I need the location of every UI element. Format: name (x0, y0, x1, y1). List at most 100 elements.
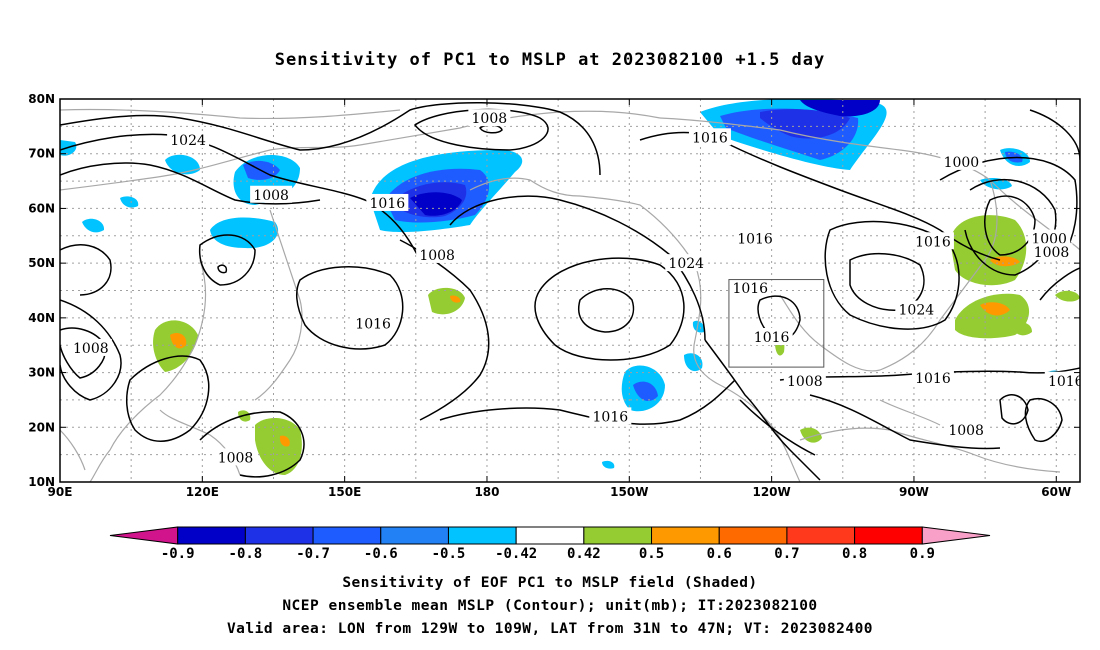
contour-label: 1008 (73, 341, 109, 357)
valid-area-box (728, 279, 825, 368)
contour-label: 1008 (1034, 245, 1070, 261)
mslp-contour (295, 266, 404, 350)
mslp-contour (60, 327, 107, 379)
contour-label-bg (734, 229, 777, 247)
chart-title: Sensitivity of PC1 to MSLP at 2023082100… (274, 50, 826, 70)
contour-label-bg (214, 448, 257, 466)
caption-line-3: Valid area: LON from 129W to 109W, LAT f… (226, 621, 874, 637)
shading-blob (255, 418, 302, 475)
shading-blob (82, 218, 105, 233)
colorbar-segment (583, 526, 653, 545)
colorbar-label: -0.8 (229, 546, 263, 562)
lon-label: 90E (48, 485, 73, 499)
shading-blob (210, 217, 279, 249)
contour-label-bg (895, 300, 938, 318)
mslp-contour (534, 257, 685, 361)
contour-label: 1024 (170, 133, 206, 149)
lat-label: 40N (28, 311, 55, 325)
mslp-contour (449, 195, 706, 341)
mslp-contour (809, 394, 1001, 450)
lon-label: 120W (752, 485, 790, 499)
contour-label-bg (69, 338, 112, 356)
contour-label-bg (1030, 243, 1073, 261)
shading-blob (450, 295, 461, 303)
shading-blob (955, 293, 1030, 339)
colorbar-segment (718, 526, 788, 545)
mslp-contour (60, 299, 122, 401)
contour-label: 1008 (948, 423, 984, 439)
shading-blob (800, 100, 880, 117)
shading-blob (279, 435, 290, 447)
colorbar-label: -0.6 (364, 546, 398, 562)
shading-blob (165, 154, 200, 175)
mslp-contour (739, 399, 816, 456)
mslp-contour (578, 288, 635, 333)
contour-label: 1016 (1048, 374, 1084, 390)
contour-label: 1000 (944, 155, 980, 171)
mslp-contour (199, 411, 305, 478)
colorbar-label: 0.8 (842, 546, 867, 562)
lon-label: 150W (610, 485, 648, 499)
coastline (60, 429, 86, 471)
contour-label: 1008 (419, 248, 455, 264)
colorbar-label: -0.42 (495, 546, 537, 562)
mslp-contour (60, 244, 112, 296)
contour-label-bg (665, 254, 708, 272)
colorbar-segment (312, 526, 382, 545)
shading-blob (602, 460, 615, 469)
shading-blob (410, 192, 462, 216)
coastline (60, 108, 401, 120)
lat-label: 50N (28, 256, 55, 270)
mslp-contour (704, 339, 821, 481)
contour-label-bg (250, 185, 293, 203)
lat-label: 20N (28, 420, 55, 434)
colorbar-segment (854, 526, 923, 545)
shading-blob (633, 381, 658, 401)
colorbar-segment (786, 526, 856, 545)
contour-label: 1024 (668, 256, 704, 272)
caption-line-2: NCEP ensemble mean MSLP (Contour); unit(… (282, 598, 818, 614)
mslp-contour (60, 162, 321, 205)
colorbar-label: 0.7 (774, 546, 799, 562)
shading-blob (170, 333, 187, 349)
lon-label: 90W (899, 485, 929, 499)
mslp-contour (999, 394, 1029, 425)
contour-label: 1016 (355, 316, 391, 332)
contour-label: 1008 (787, 374, 823, 390)
coastline (89, 259, 207, 482)
lon-label: 150E (328, 485, 361, 499)
contour-label-bg (1028, 229, 1071, 247)
contour-label: 1008 (472, 111, 508, 127)
contour-label: 1016 (692, 130, 728, 146)
contour-label: 1016 (915, 234, 951, 250)
lat-label: 80N (28, 92, 55, 106)
contour-label-bg (729, 278, 772, 296)
map-frame (59, 98, 1081, 483)
contour-label-bg (468, 109, 511, 127)
shading-blob (1012, 322, 1032, 336)
colorbar-segment (109, 526, 179, 545)
contour-label-bg (416, 245, 459, 263)
colorbar-segment (921, 526, 991, 545)
colorbar: -0.9 -0.8 -0.7 -0.6 -0.5 -0.42 0.42 0.5 0.6 0.7 0.… (109, 526, 991, 562)
colorbar-segment (244, 526, 314, 545)
coastline (879, 399, 941, 426)
contour-label-bg (366, 193, 409, 211)
shading-blob (692, 320, 705, 333)
colorbar-segment (651, 526, 720, 545)
lat-label: 10N (28, 475, 55, 489)
contour-label: 1008 (218, 450, 254, 466)
lat-label: 60N (28, 201, 55, 215)
colorbar-label: -0.7 (296, 546, 330, 562)
colorbar-label: 0.42 (567, 546, 601, 562)
contour-label: 1008 (253, 188, 289, 204)
coastline (799, 427, 1061, 473)
contour-label-bg (688, 128, 731, 146)
mslp-contour (125, 355, 210, 442)
contour-label-bg (750, 328, 793, 346)
shading-blob (980, 302, 1010, 316)
colorbar-segment (515, 526, 585, 545)
contour-label-bg (911, 232, 954, 250)
lon-label: 60W (1041, 485, 1071, 499)
